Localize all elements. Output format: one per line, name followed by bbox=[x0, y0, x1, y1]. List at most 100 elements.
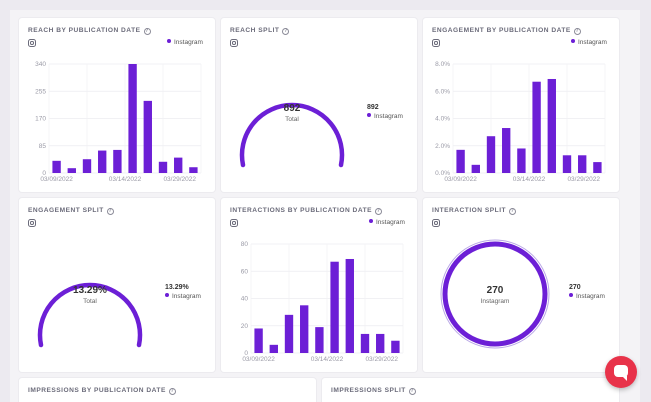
bar[interactable] bbox=[174, 157, 183, 173]
reach-gauge bbox=[239, 102, 345, 168]
gauge-arc bbox=[37, 282, 143, 348]
engagement-split-card: ENGAGEMENT SPLIT? 13.29% Total 13.29% In… bbox=[19, 198, 215, 372]
chat-button[interactable] bbox=[605, 356, 637, 388]
y-tick-label: 20 bbox=[241, 323, 249, 330]
y-tick-label: 8.0% bbox=[435, 61, 450, 68]
bar[interactable] bbox=[269, 344, 278, 353]
bar[interactable] bbox=[456, 149, 465, 173]
y-tick-label: 2.0% bbox=[435, 143, 450, 150]
bar[interactable] bbox=[52, 160, 61, 173]
y-tick-label: 170 bbox=[35, 116, 46, 123]
bar[interactable] bbox=[82, 159, 92, 173]
y-tick-label: 0 bbox=[42, 170, 46, 177]
help-circle-icon[interactable]: ? bbox=[143, 28, 151, 35]
y-tick-label: 60 bbox=[241, 268, 249, 275]
bar[interactable] bbox=[360, 333, 370, 353]
legend-value: 270 bbox=[569, 284, 581, 291]
bar[interactable] bbox=[502, 128, 511, 173]
interaction-split-card: INTERACTION SPLIT? 270 Instagram 270 Ins… bbox=[423, 198, 619, 372]
bar[interactable] bbox=[143, 100, 152, 173]
y-tick-label: 4.0% bbox=[435, 116, 450, 123]
bar[interactable] bbox=[517, 148, 526, 173]
legend-dot bbox=[167, 39, 171, 43]
interactions-by-date-card: INTERACTIONS BY PUBLICATION DATE? Instag… bbox=[221, 198, 417, 372]
chart-legend: Instagram bbox=[369, 219, 405, 226]
bar[interactable] bbox=[67, 168, 76, 173]
y-tick-label: 340 bbox=[35, 61, 46, 68]
bar[interactable] bbox=[113, 149, 122, 173]
card-title: ENGAGEMENT SPLIT bbox=[28, 207, 104, 214]
bar[interactable] bbox=[578, 155, 587, 173]
instagram-icon bbox=[230, 219, 238, 227]
x-tick-label: 03/14/2022 bbox=[109, 176, 142, 183]
bar[interactable] bbox=[376, 333, 385, 353]
help-circle-icon[interactable]: ? bbox=[573, 28, 581, 35]
help-circle-icon[interactable]: ? bbox=[509, 208, 517, 215]
legend-dot bbox=[571, 39, 575, 43]
legend-label: Instagram bbox=[578, 39, 607, 46]
interactions-bar-chart: 0 20 40 60 80 03/09/2022 03/14/2022 03/29/2022 bbox=[241, 241, 404, 363]
instagram-icon bbox=[432, 39, 440, 47]
gauge-value: 892 bbox=[283, 103, 301, 114]
ring-arc bbox=[442, 241, 548, 347]
gauge-value: 13.29% bbox=[73, 285, 107, 296]
ring-label: Instagram bbox=[480, 298, 510, 305]
bar[interactable] bbox=[98, 150, 107, 173]
x-tick-label: 03/14/2022 bbox=[311, 356, 344, 363]
gauge-center: 270 Instagram bbox=[445, 285, 545, 305]
bar[interactable] bbox=[189, 167, 198, 173]
bar[interactable] bbox=[284, 314, 294, 353]
x-tick-label: 03/09/2022 bbox=[40, 176, 73, 183]
engagement-bar-chart: 0.0% 2.0% 4.0% 6.0% 8.0% 03/09/2022 03/14/2022… bbox=[435, 61, 606, 183]
impressions-split-card: IMPRESSIONS SPLIT? bbox=[322, 378, 619, 402]
gauge-center: 13.29% Total bbox=[40, 285, 140, 305]
bar[interactable] bbox=[547, 78, 556, 173]
impressions-by-date-card: IMPRESSIONS BY PUBLICATION DATE? bbox=[19, 378, 316, 402]
chart-legend: 270 Instagram bbox=[569, 284, 605, 300]
bar[interactable] bbox=[345, 258, 354, 353]
y-tick-label: 0.0% bbox=[435, 170, 450, 177]
bar[interactable] bbox=[330, 261, 339, 353]
bar[interactable] bbox=[158, 161, 168, 173]
y-tick-label: 80 bbox=[241, 241, 249, 248]
instagram-icon bbox=[432, 219, 440, 227]
legend-dot bbox=[165, 293, 169, 297]
y-tick-label: 6.0% bbox=[435, 88, 450, 95]
help-circle-icon[interactable]: ? bbox=[168, 388, 176, 395]
bar[interactable] bbox=[300, 305, 309, 353]
help-circle-icon[interactable]: ? bbox=[282, 28, 290, 35]
engagement-by-date-card: ENGAGEMENT BY PUBLICATION DATE? Instagra… bbox=[423, 18, 619, 192]
y-tick-label: 0 bbox=[244, 350, 248, 357]
card-title: IMPRESSIONS BY PUBLICATION DATE bbox=[28, 387, 166, 394]
help-circle-icon[interactable]: ? bbox=[375, 208, 383, 215]
chart-legend: Instagram bbox=[167, 39, 203, 46]
bar[interactable] bbox=[391, 340, 400, 353]
legend-label: Instagram bbox=[576, 293, 605, 300]
ring-value: 270 bbox=[486, 285, 504, 296]
bar[interactable] bbox=[315, 327, 324, 353]
help-circle-icon[interactable]: ? bbox=[408, 388, 416, 395]
legend-label: Instagram bbox=[374, 113, 403, 120]
gauge-arc bbox=[239, 102, 345, 168]
help-circle-icon[interactable]: ? bbox=[106, 208, 114, 215]
bar[interactable] bbox=[593, 162, 602, 173]
ring-outline bbox=[440, 239, 550, 349]
bar[interactable] bbox=[471, 164, 480, 173]
chart-legend: Instagram bbox=[571, 39, 607, 46]
bar[interactable] bbox=[128, 64, 137, 173]
interaction-ring bbox=[440, 239, 550, 349]
bar[interactable] bbox=[486, 136, 496, 173]
bar[interactable] bbox=[254, 328, 263, 353]
reach-bar-chart: 0 85 170 255 340 03/09/2022 03/14/2022 03/29/20… bbox=[35, 61, 202, 183]
chart-legend: 13.29% Instagram bbox=[165, 284, 201, 300]
bar[interactable] bbox=[562, 155, 572, 173]
legend-label: Instagram bbox=[174, 39, 203, 46]
legend-label: Instagram bbox=[376, 219, 405, 226]
card-title: INTERACTION SPLIT bbox=[432, 207, 507, 214]
legend-label: Instagram bbox=[172, 293, 201, 300]
legend-value: 892 bbox=[367, 104, 379, 111]
gauge-center: 892 Total bbox=[242, 103, 342, 123]
x-tick-label: 03/09/2022 bbox=[242, 356, 275, 363]
bar[interactable] bbox=[532, 81, 541, 173]
gauge-label: Total bbox=[83, 298, 97, 305]
